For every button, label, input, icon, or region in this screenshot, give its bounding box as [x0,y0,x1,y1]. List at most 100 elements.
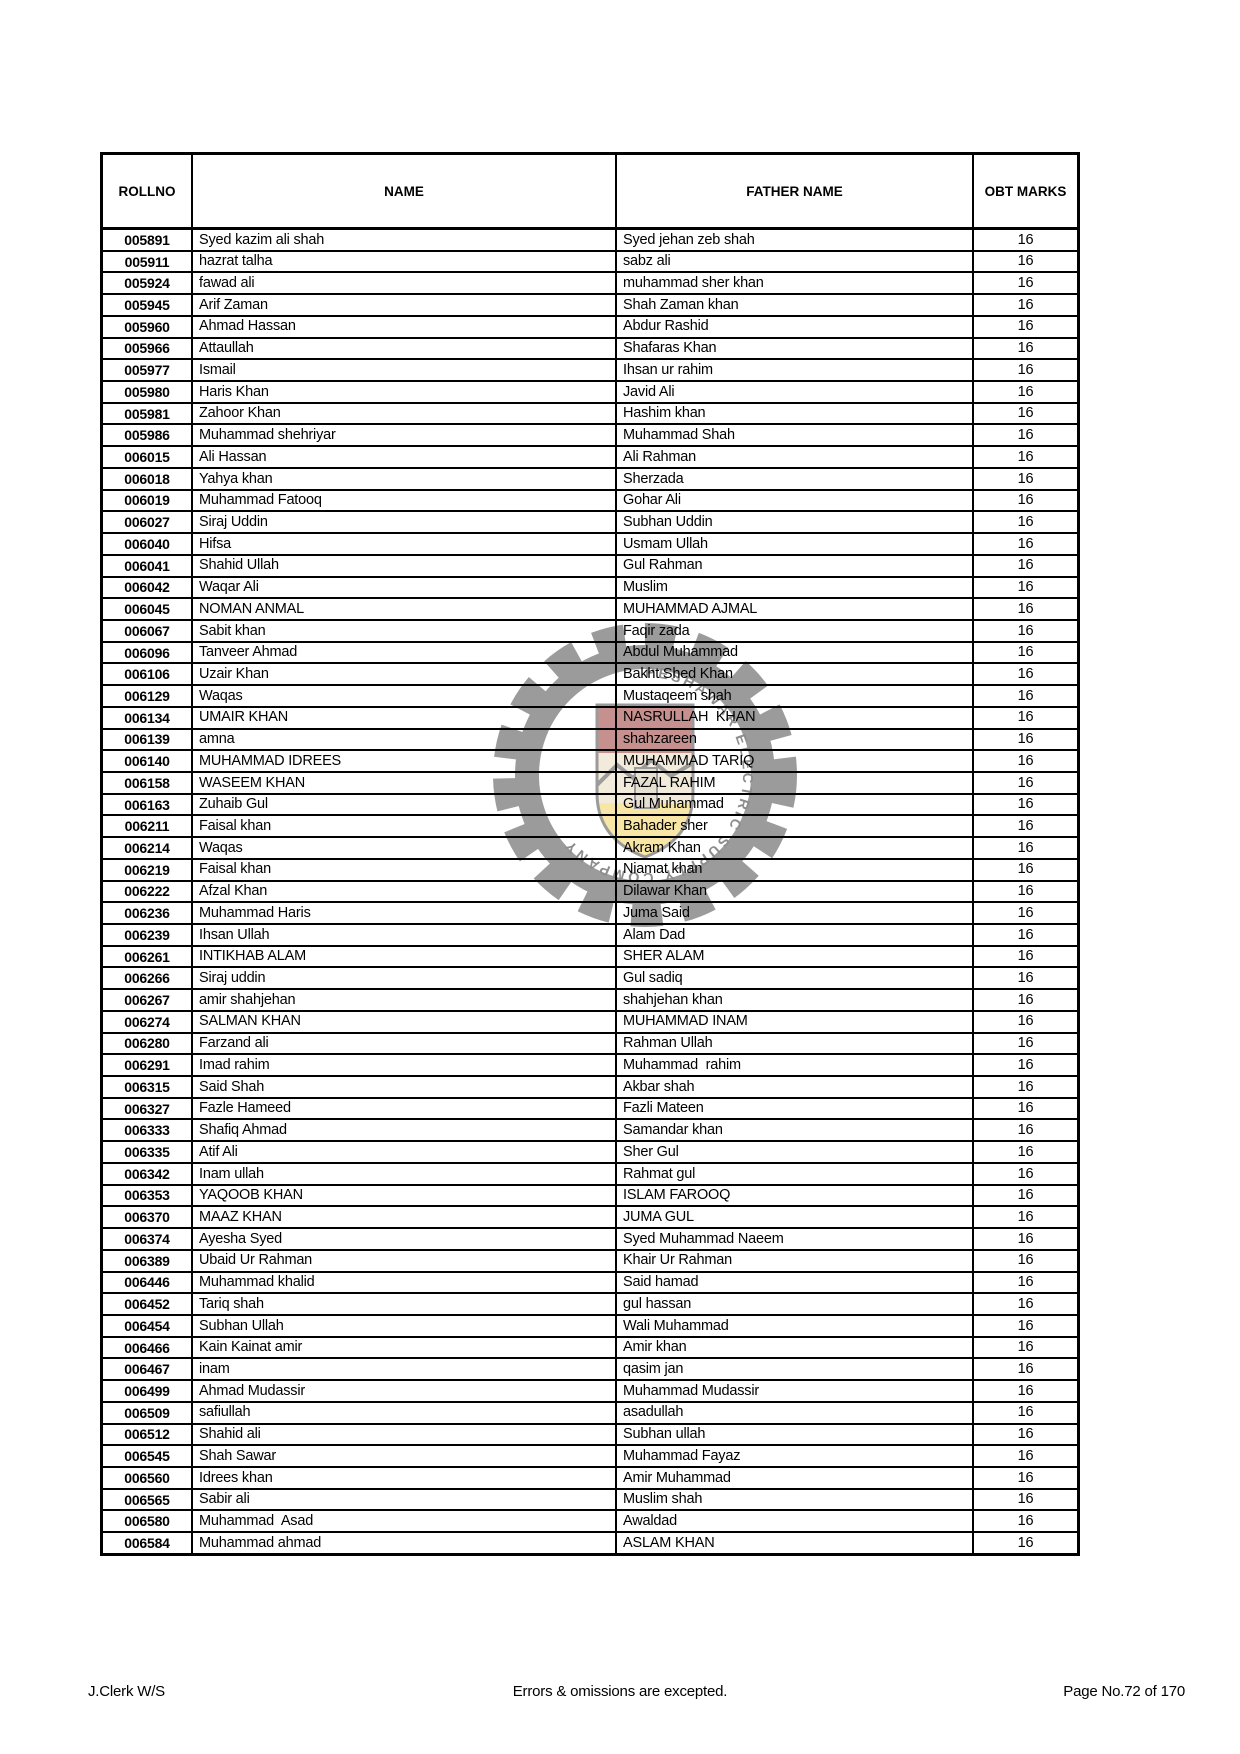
cell-father-name: Akram Khan [615,838,972,858]
cell-rollno: 006315 [124,1078,170,1095]
table-row: 005966 Attaullah Shafaras Khan 16 [103,336,1077,359]
cell-obt-marks: 16 [972,620,1077,641]
cell-father-name: Khair Ur Rahman [615,1250,972,1271]
cell-name: YAQOOB KHAN [191,1185,615,1206]
table-row: 006333 Shafiq Ahmad Samandar khan 16 [103,1118,1077,1141]
cell-obt-marks: 16 [972,1011,1077,1032]
cell-obt-marks: 16 [972,686,1077,706]
cell-rollno: 006158 [124,774,170,791]
cell-name: Tanveer Ahmad [191,642,615,663]
table-row: 006280 Farzand ali Rahman Ullah 16 [103,1031,1077,1054]
cell-name: Waqar Ali [191,577,615,598]
cell-obt-marks: 16 [972,1250,1077,1271]
cell-father-name: Faqir zada [615,620,972,641]
cell-rollno: 006067 [124,622,170,639]
cell-father-name: Javid Ali [615,382,972,402]
cell-name: MUHAMMAD IDREES [191,751,615,771]
col-header-father-name: FATHER NAME [615,155,972,227]
cell-name: Shafiq Ahmad [191,1120,615,1141]
cell-rollno: 006222 [124,883,170,900]
cell-rollno: 006291 [124,1057,170,1074]
cell-father-name: Dilawar Khan [615,881,972,902]
cell-father-name: muhammad sher khan [615,273,972,294]
cell-father-name: Usmam Ullah [615,534,972,554]
cell-obt-marks: 16 [972,1294,1077,1314]
table-row: 005945 Arif Zaman Shah Zaman khan 16 [103,293,1077,315]
cell-obt-marks: 16 [972,729,1077,750]
cell-father-name: Bahader sher [615,816,972,837]
table-row: 005977 Ismail Ihsan ur rahim 16 [103,358,1077,381]
table-row: 006106 Uzair Khan Bakht Shed Khan 16 [103,662,1077,685]
cell-father-name: Mustaqeem shah [615,686,972,706]
cell-father-name: shahzareen [615,729,972,750]
cell-obt-marks: 16 [972,512,1077,533]
cell-father-name: MUHAMMAD AJMAL [615,599,972,619]
table-row: 006509 safiullah asadullah 16 [103,1400,1077,1423]
cell-father-name: Gul Muhammad [615,794,972,815]
table-row: 006211 Faisal khan Bahader sher 16 [103,814,1077,837]
table-row: 006545 Shah Sawar Muhammad Fayaz 16 [103,1444,1077,1466]
cell-father-name: Rahman Ullah [615,1033,972,1054]
cell-father-name: Amir khan [615,1337,972,1358]
cell-obt-marks: 16 [972,772,1077,793]
cell-obt-marks: 16 [972,577,1077,598]
cell-obt-marks: 16 [972,338,1077,359]
cell-father-name: Sher Gul [615,1142,972,1162]
cell-rollno: 006584 [124,1534,170,1551]
cell-father-name: FAZAL RAHIM [615,772,972,793]
table-row: 006163 Zuhaib Gul Gul Muhammad 16 [103,792,1077,815]
cell-rollno: 006134 [124,709,170,726]
cell-obt-marks: 16 [972,251,1077,272]
cell-rollno: 005891 [124,231,170,248]
table-row: 006580 Muhammad Asad Awaldad 16 [103,1509,1077,1532]
cell-father-name: Ali Rahman [615,447,972,467]
cell-father-name: Said hamad [615,1272,972,1293]
cell-name: Tariq shah [191,1294,615,1314]
cell-name: Ihsan Ullah [191,925,615,945]
table-row: 006389 Ubaid Ur Rahman Khair Ur Rahman 1… [103,1248,1077,1271]
cell-name: Imad rahim [191,1055,615,1076]
cell-obt-marks: 16 [972,1402,1077,1423]
cell-father-name: Akbar shah [615,1077,972,1097]
table-row: 006342 Inam ullah Rahmat gul 16 [103,1161,1077,1184]
cell-name: Muhammad ahmad [191,1533,615,1553]
cell-father-name: asadullah [615,1402,972,1423]
table-row: 006067 Sabit khan Faqir zada 16 [103,618,1077,641]
table-row: 006267 amir shahjehan shahjehan khan 16 [103,988,1077,1010]
cell-name: Shahid Ullah [191,555,615,576]
table-row: 006158 WASEEM KHAN FAZAL RAHIM 16 [103,770,1077,793]
table-row: 006222 Afzal Khan Dilawar Khan 16 [103,879,1077,902]
cell-obt-marks: 16 [972,664,1077,685]
cell-name: Ismail [191,360,615,381]
cell-father-name: Bakht Shed Khan [615,664,972,685]
cell-name: Muhammad Haris [191,903,615,923]
table-row: 006266 Siraj uddin Gul sadiq 16 [103,966,1077,989]
cell-name: Hifsa [191,534,615,554]
cell-name: Ahmad Hassan [191,316,615,337]
cell-obt-marks: 16 [972,1229,1077,1249]
cell-father-name: Shafaras Khan [615,338,972,359]
cell-father-name: Muslim [615,577,972,598]
cell-father-name: Wali Muhammad [615,1315,972,1336]
cell-father-name: Muhammad Fayaz [615,1446,972,1466]
cell-name: amna [191,729,615,750]
table-row: 006454 Subhan Ullah Wali Muhammad 16 [103,1313,1077,1336]
cell-rollno: 006466 [124,1339,170,1356]
cell-obt-marks: 16 [972,794,1077,815]
cell-name: Siraj Uddin [191,512,615,533]
cell-rollno: 006163 [124,796,170,813]
cell-father-name: gul hassan [615,1294,972,1314]
cell-name: Waqas [191,686,615,706]
cell-name: Ubaid Ur Rahman [191,1250,615,1271]
cell-rollno: 006027 [124,514,170,531]
cell-rollno: 006045 [124,601,170,618]
table-row: 006466 Kain Kainat amir Amir khan 16 [103,1335,1077,1358]
cell-father-name: Muhammad rahim [615,1055,972,1076]
cell-rollno: 006560 [124,1469,170,1486]
cell-name: Haris Khan [191,382,615,402]
cell-name: Zuhaib Gul [191,794,615,815]
cell-father-name: Muhammad Shah [615,425,972,446]
cell-rollno: 006211 [124,818,170,835]
cell-father-name: Shah Zaman khan [615,295,972,315]
cell-rollno: 006499 [124,1382,170,1399]
